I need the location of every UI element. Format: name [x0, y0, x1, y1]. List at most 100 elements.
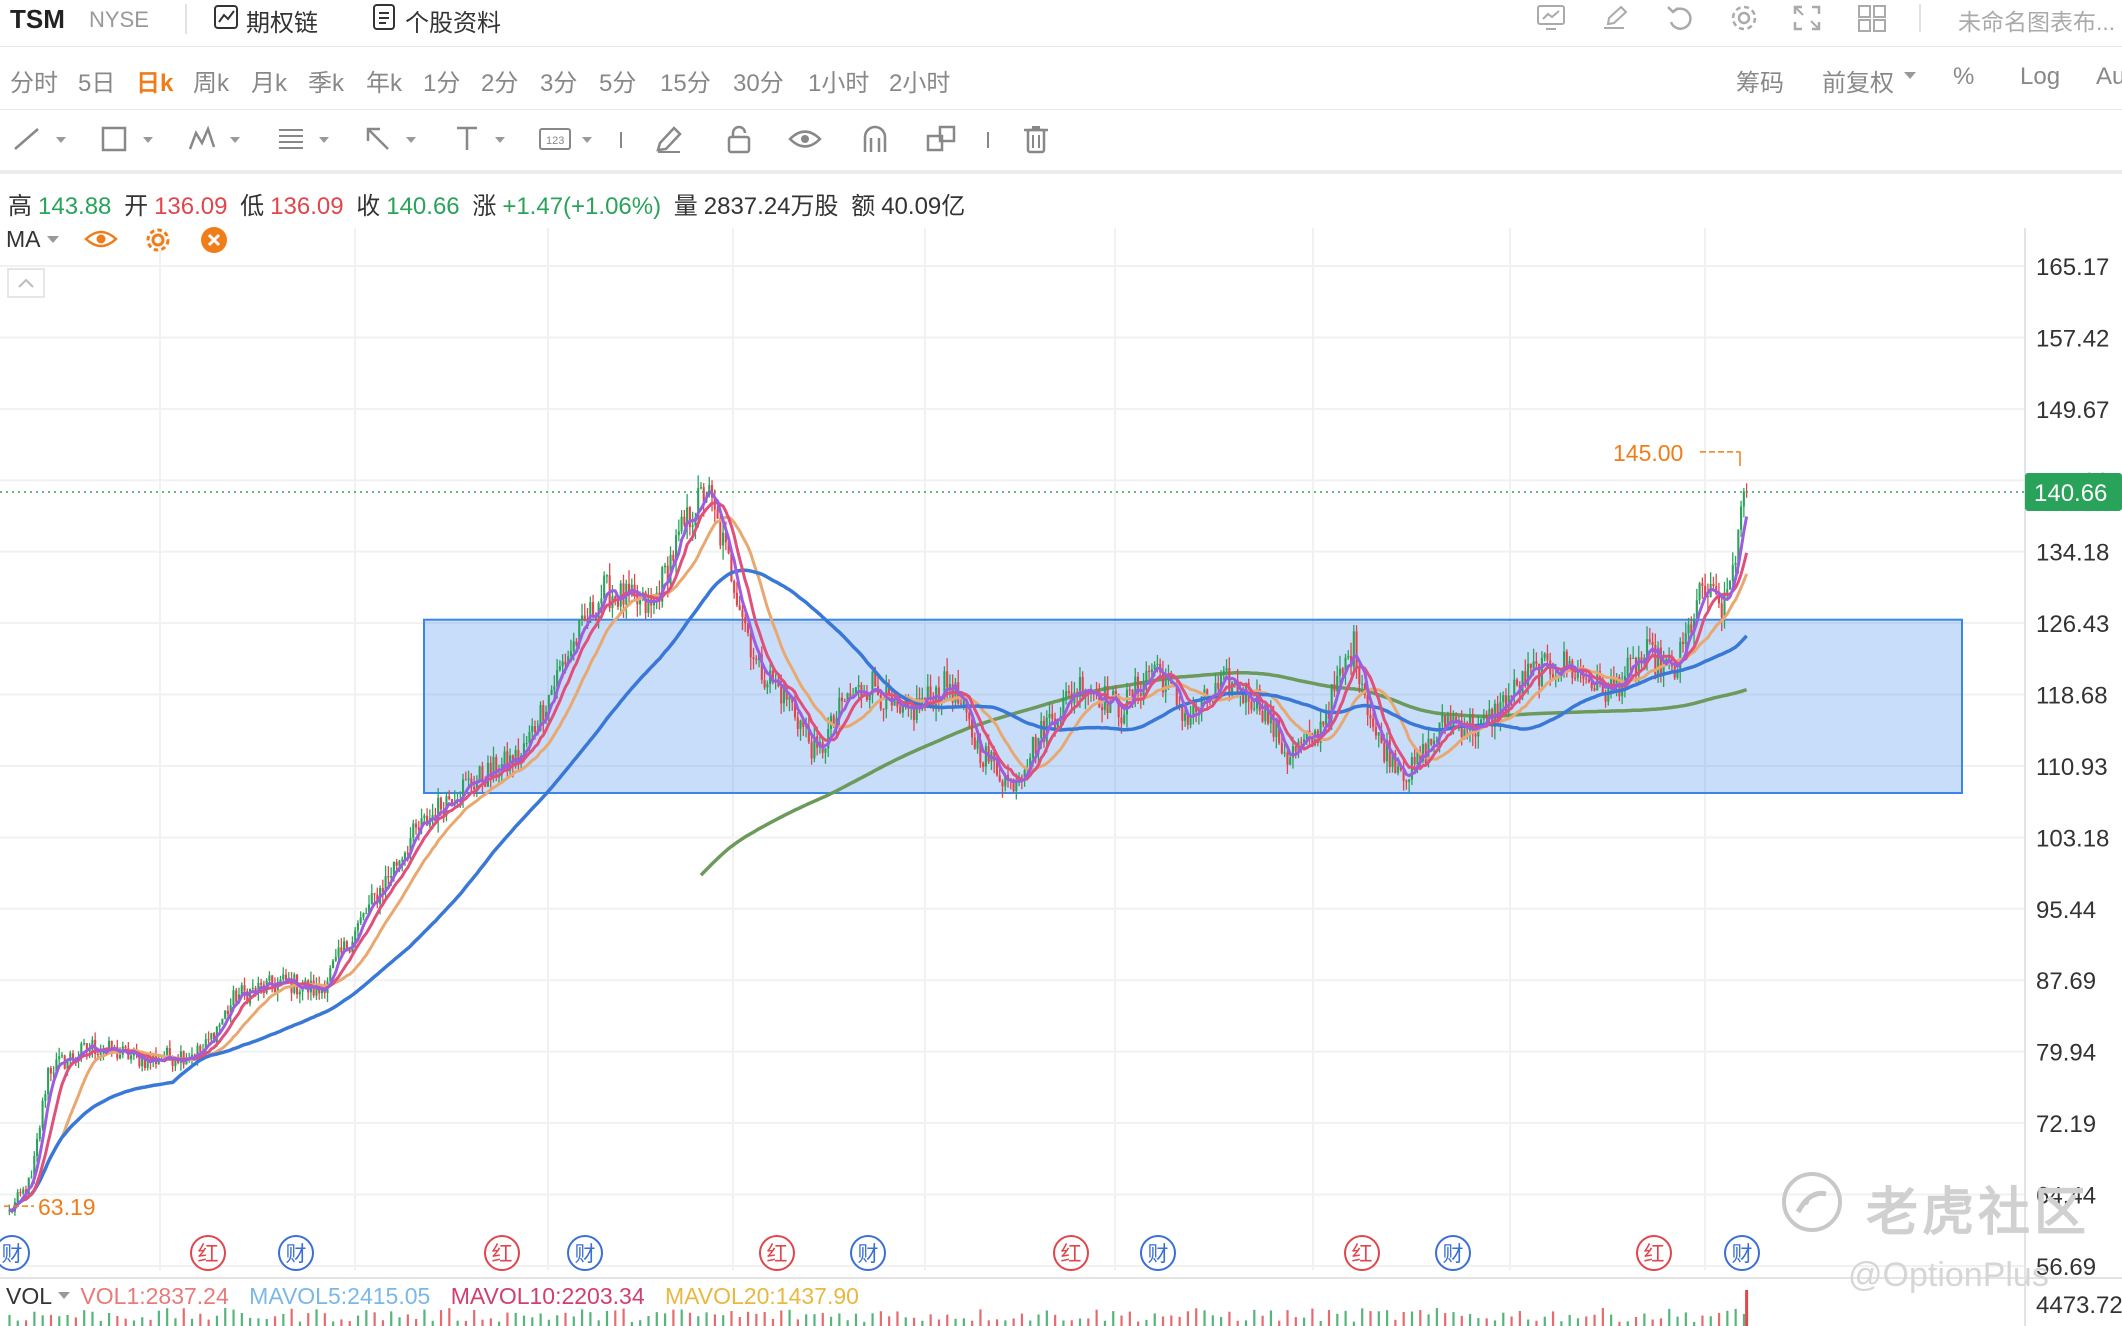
- log-toggle[interactable]: Log: [2020, 63, 2061, 90]
- timeframe-3min[interactable]: 3分: [540, 70, 578, 97]
- gear-icon[interactable]: [144, 226, 172, 254]
- volume-bar: [1361, 1308, 1364, 1326]
- pencil-icon[interactable]: [654, 124, 684, 154]
- candle-body: [760, 654, 763, 680]
- trend-line-tool-icon[interactable]: [12, 125, 66, 153]
- auto-toggle[interactable]: Au: [2096, 63, 2122, 90]
- eye-icon[interactable]: [788, 128, 822, 150]
- candle-body: [298, 991, 301, 995]
- timeframe-daily[interactable]: 日k: [136, 70, 174, 97]
- undo-icon[interactable]: [1665, 4, 1695, 32]
- ohlc-summary: 高 143.88 开 136.09 低 136.09 收 140.66 涨 +1.47(+…: [8, 186, 971, 221]
- timeframe-5day[interactable]: 5日: [78, 70, 116, 97]
- lock-icon[interactable]: [725, 124, 753, 154]
- volume-bar: [995, 1319, 999, 1326]
- candle-body: [569, 651, 572, 657]
- chips-button[interactable]: 筹码: [1736, 70, 1784, 97]
- timeframe-1min[interactable]: 1分: [423, 70, 461, 97]
- candle-body: [1521, 671, 1524, 695]
- candle-body: [1723, 592, 1726, 618]
- candle-body: [1236, 680, 1239, 695]
- y-tick-label: 79.94: [2036, 1040, 2096, 1067]
- pattern-tool-icon[interactable]: [188, 125, 242, 153]
- volume-bar: [1120, 1315, 1123, 1326]
- clone-icon[interactable]: [926, 124, 958, 154]
- candle-body: [583, 615, 586, 621]
- volume-indicator-row: VOL VOL1:2837.24 MAVOL5:2415.05 MAVOL10:…: [6, 1283, 873, 1310]
- volume-bar: [1319, 1320, 1322, 1326]
- layout-name-label[interactable]: 未命名图表布...: [1958, 9, 2116, 35]
- volume-bar: [1336, 1313, 1339, 1326]
- volume-bar: [1477, 1318, 1480, 1326]
- timeframe-quarterly[interactable]: 季k: [308, 70, 344, 97]
- candle-body: [492, 757, 495, 777]
- timeframe-yearly[interactable]: 年k: [366, 70, 402, 97]
- candle-body: [307, 980, 310, 993]
- earnings-marker: [850, 1235, 886, 1271]
- fullscreen-icon[interactable]: [1792, 4, 1822, 32]
- adjust-dropdown[interactable]: 前复权: [1822, 70, 1894, 97]
- volume-bar: [1377, 1311, 1380, 1326]
- fibonacci-tool-icon[interactable]: [277, 125, 331, 153]
- monitor-icon[interactable]: [1536, 4, 1566, 32]
- collapse-chevron-icon[interactable]: [7, 268, 45, 298]
- stock-profile-link[interactable]: 个股资料: [405, 10, 501, 37]
- magnet-icon[interactable]: [860, 124, 890, 154]
- candle-body: [1535, 661, 1538, 665]
- timeframe-weekly[interactable]: 周k: [193, 70, 229, 97]
- candle-body: [1006, 775, 1010, 779]
- candle-body: [1432, 740, 1436, 745]
- timeframe-intraday[interactable]: 分时: [10, 70, 58, 97]
- rectangle-tool-icon[interactable]: [101, 125, 155, 153]
- options-chain-link[interactable]: 期权链: [246, 10, 318, 37]
- ma-indicator-name[interactable]: MA: [6, 226, 41, 252]
- candle-body: [293, 974, 296, 993]
- arrow-tool-icon[interactable]: [364, 125, 418, 153]
- price-range-tool-icon[interactable]: [453, 125, 507, 153]
- vol-indicator-name[interactable]: VOL: [6, 1283, 53, 1309]
- symbol-label[interactable]: TSM: [10, 4, 65, 34]
- timeframe-monthly[interactable]: 月k: [251, 70, 287, 97]
- candle-body: [788, 696, 791, 700]
- candle-body: [1706, 596, 1709, 598]
- volume-bar: [1693, 1321, 1696, 1326]
- candle-body: [426, 815, 429, 826]
- eye-icon[interactable]: [84, 228, 118, 250]
- candle-body: [284, 974, 288, 981]
- candle-body: [157, 1060, 160, 1064]
- candle-body: [724, 532, 727, 543]
- candle-body: [813, 736, 816, 759]
- candle-body: [1585, 678, 1588, 680]
- layout-grid-icon[interactable]: [1857, 4, 1887, 32]
- percent-toggle[interactable]: %: [1953, 63, 1975, 90]
- candle-body: [755, 659, 758, 661]
- event-marker-label: 红: [492, 1243, 513, 1266]
- amount-label: 额: [851, 193, 876, 220]
- candle-body: [683, 516, 686, 525]
- candle-body: [1358, 667, 1361, 685]
- gear-icon[interactable]: [1729, 3, 1759, 33]
- candle-body: [1004, 775, 1007, 787]
- timeframe-15min[interactable]: 15分: [660, 70, 711, 97]
- close-icon[interactable]: [200, 226, 228, 254]
- candle-body: [1408, 779, 1411, 782]
- candle-body: [874, 671, 877, 687]
- trash-icon[interactable]: [1022, 124, 1050, 154]
- edit-note-icon[interactable]: [1600, 4, 1630, 32]
- volume-bar: [1385, 1310, 1389, 1326]
- chevron-down-icon[interactable]: [58, 1292, 70, 1300]
- y-tick-label: 157.42: [2036, 325, 2109, 352]
- timeframe-2hour[interactable]: 2小时: [889, 70, 951, 97]
- candle-body: [564, 661, 567, 664]
- timeframe-2min[interactable]: 2分: [481, 70, 519, 97]
- timeframe-1hour[interactable]: 1小时: [808, 70, 870, 97]
- chevron-down-icon[interactable]: [47, 236, 59, 244]
- candle-body: [675, 535, 678, 561]
- candle-body: [605, 575, 608, 577]
- timeframe-30min[interactable]: 30分: [733, 70, 784, 97]
- volume-bar: [498, 1321, 501, 1326]
- timeframe-5min[interactable]: 5分: [599, 70, 637, 97]
- number-label-tool-icon[interactable]: 123: [538, 125, 598, 153]
- candle-body: [1651, 641, 1654, 645]
